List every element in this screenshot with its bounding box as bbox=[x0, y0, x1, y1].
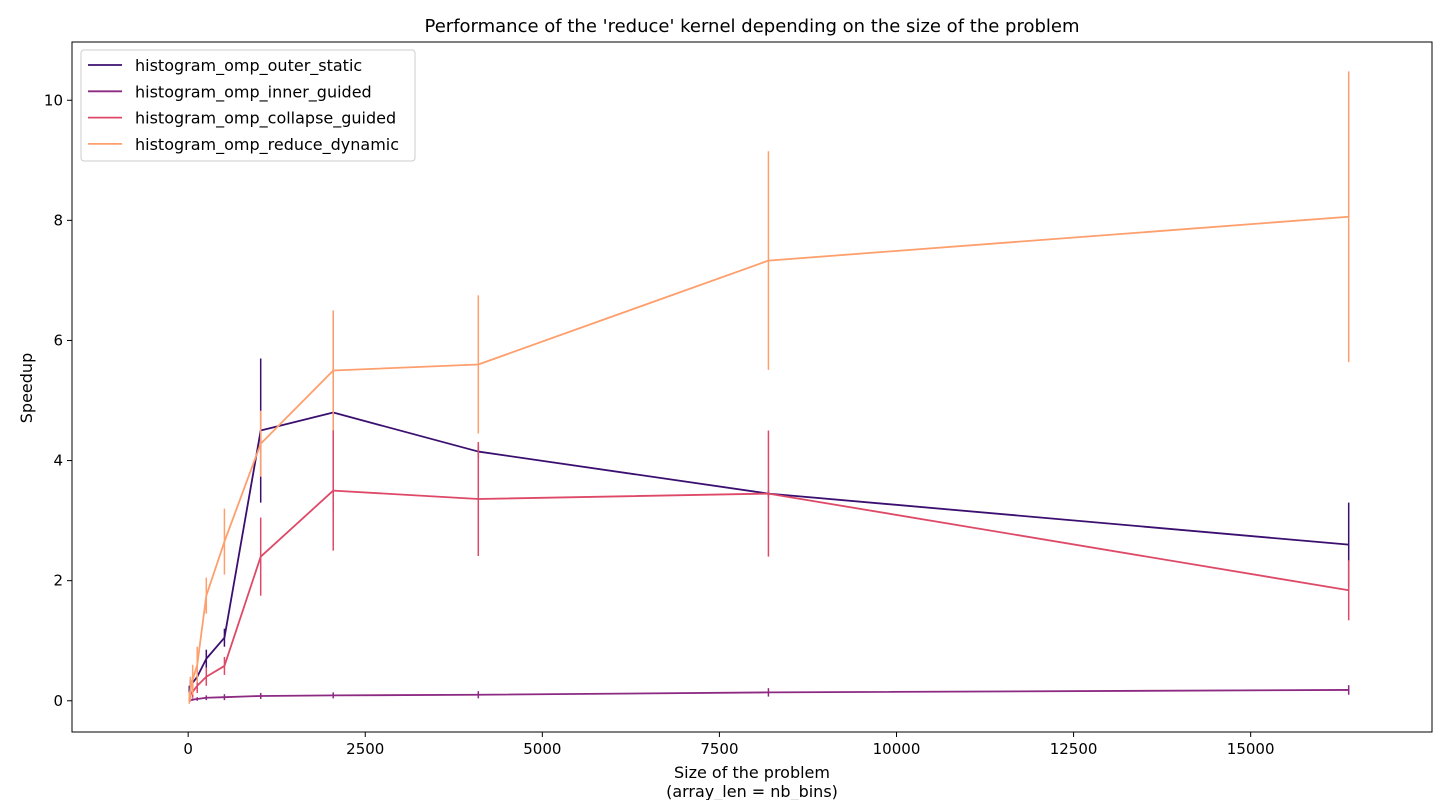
x-tick-label: 12500 bbox=[1050, 740, 1098, 758]
legend-label: histogram_omp_collapse_guided bbox=[135, 109, 396, 129]
series-histogram_omp_inner_guided bbox=[188, 685, 1350, 702]
plot-area-frame bbox=[71, 41, 1433, 733]
y-tick-label: 2 bbox=[53, 572, 63, 590]
x-axis-label: Size of the problem bbox=[674, 763, 830, 782]
series-histogram_omp_collapse_guided bbox=[188, 430, 1350, 701]
y-tick-label: 0 bbox=[53, 692, 63, 710]
legend-label: histogram_omp_outer_static bbox=[135, 56, 362, 76]
legend-box bbox=[80, 49, 416, 162]
y-tick-label: 6 bbox=[53, 331, 63, 349]
x-tick-label: 10000 bbox=[873, 740, 921, 758]
legend-label: histogram_omp_inner_guided bbox=[135, 82, 372, 102]
legend-label: histogram_omp_reduce_dynamic bbox=[135, 135, 399, 155]
series-line bbox=[188, 489, 1349, 699]
y-tick-label: 4 bbox=[53, 452, 63, 470]
y-tick-label: 8 bbox=[53, 211, 63, 229]
x-tick-label: 5000 bbox=[523, 740, 561, 758]
series-line bbox=[188, 215, 1349, 698]
y-axis-label: Speedup bbox=[17, 353, 36, 423]
x-axis: 0 2500 5000 7500 10000 12500 15000 bbox=[183, 732, 1275, 758]
y-axis: 0 2 4 6 8 10 bbox=[44, 91, 72, 710]
x-tick-label: 15000 bbox=[1227, 740, 1275, 758]
legend: histogram_omp_outer_static histogram_omp_… bbox=[80, 49, 416, 162]
x-tick-label: 7500 bbox=[700, 740, 738, 758]
x-axis-label-line2: (array_len = nb_bins) bbox=[666, 782, 838, 800]
series-line bbox=[188, 689, 1349, 702]
x-tick-label: 0 bbox=[183, 740, 193, 758]
chart-title: Performance of the 'reduce' kernel depen… bbox=[425, 16, 1080, 37]
y-tick-label: 10 bbox=[44, 91, 63, 109]
x-tick-label: 2500 bbox=[346, 740, 384, 758]
series-histogram_omp_reduce_dynamic bbox=[188, 71, 1350, 704]
